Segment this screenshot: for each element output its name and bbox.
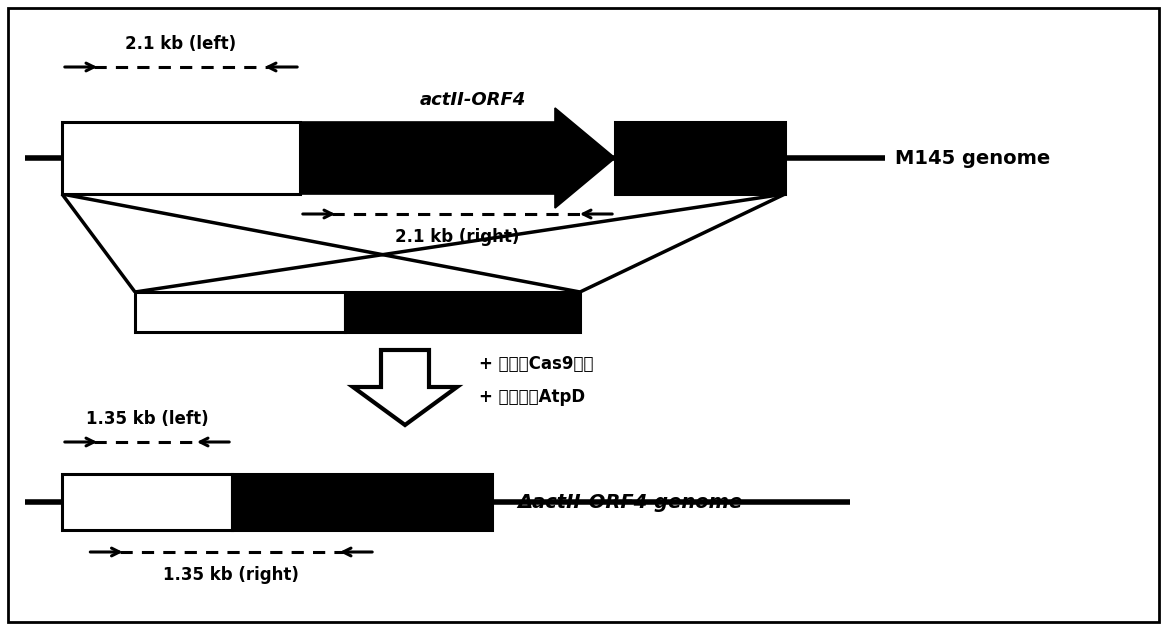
Text: actII-ORF4: actII-ORF4 — [419, 91, 525, 109]
Bar — [62, 474, 232, 530]
Polygon shape — [300, 108, 615, 208]
Polygon shape — [352, 350, 457, 425]
Text: + 过表达的AtpD: + 过表达的AtpD — [478, 387, 585, 406]
Bar — [345, 292, 580, 332]
Text: 1.35 kb (left): 1.35 kb (left) — [85, 410, 209, 428]
Bar — [232, 474, 492, 530]
Bar — [62, 122, 300, 194]
Bar — [135, 292, 345, 332]
Text: 2.1 kb (left): 2.1 kb (left) — [125, 35, 237, 53]
Text: ΔactII-ORF4 genome: ΔactII-ORF4 genome — [517, 493, 742, 512]
Bar — [615, 122, 785, 194]
Text: 1.35 kb (right): 1.35 kb (right) — [163, 566, 299, 584]
Text: M145 genome: M145 genome — [895, 149, 1050, 168]
Text: + 可控的Cas9活性: + 可控的Cas9活性 — [478, 355, 594, 372]
Text: 2.1 kb (right): 2.1 kb (right) — [396, 228, 519, 246]
